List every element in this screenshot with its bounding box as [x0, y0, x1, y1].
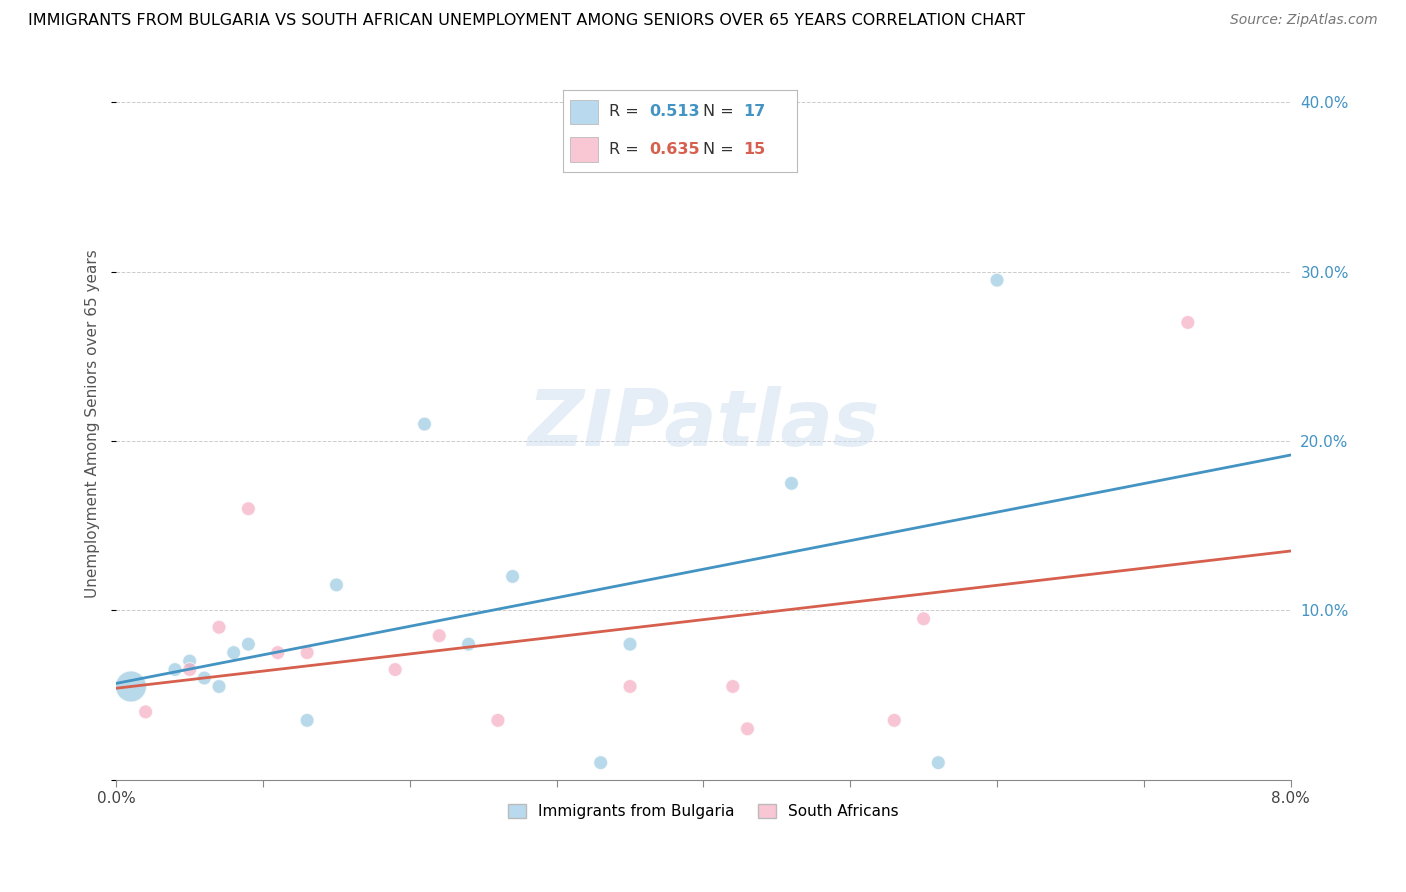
Point [325, 578, 347, 592]
Point [912, 612, 935, 626]
Point [179, 663, 201, 677]
Point [193, 671, 215, 685]
Point [135, 705, 157, 719]
Point [721, 680, 744, 694]
Point [267, 646, 290, 660]
Point [384, 663, 406, 677]
Point [502, 569, 524, 583]
Point [589, 756, 612, 770]
Point [295, 714, 318, 728]
Point [179, 654, 201, 668]
Point [208, 680, 231, 694]
Text: Source: ZipAtlas.com: Source: ZipAtlas.com [1230, 13, 1378, 28]
Point [427, 629, 450, 643]
Point [486, 714, 509, 728]
Point [1177, 316, 1199, 330]
Point [986, 273, 1008, 287]
Point [780, 476, 803, 491]
Point [619, 680, 641, 694]
Point [619, 637, 641, 651]
Point [413, 417, 436, 431]
Point [208, 620, 231, 634]
Point [238, 637, 260, 651]
Point [457, 637, 479, 651]
Point [222, 646, 245, 660]
Y-axis label: Unemployment Among Seniors over 65 years: Unemployment Among Seniors over 65 years [86, 250, 100, 599]
Point [295, 646, 318, 660]
Point [163, 663, 186, 677]
Point [883, 714, 905, 728]
Text: ZIPatlas: ZIPatlas [527, 386, 880, 462]
Text: IMMIGRANTS FROM BULGARIA VS SOUTH AFRICAN UNEMPLOYMENT AMONG SENIORS OVER 65 YEA: IMMIGRANTS FROM BULGARIA VS SOUTH AFRICA… [28, 13, 1025, 29]
Point [737, 722, 759, 736]
Point [120, 680, 142, 694]
Legend: Immigrants from Bulgaria, South Africans: Immigrants from Bulgaria, South Africans [502, 798, 905, 825]
Point [238, 501, 260, 516]
Point [927, 756, 949, 770]
